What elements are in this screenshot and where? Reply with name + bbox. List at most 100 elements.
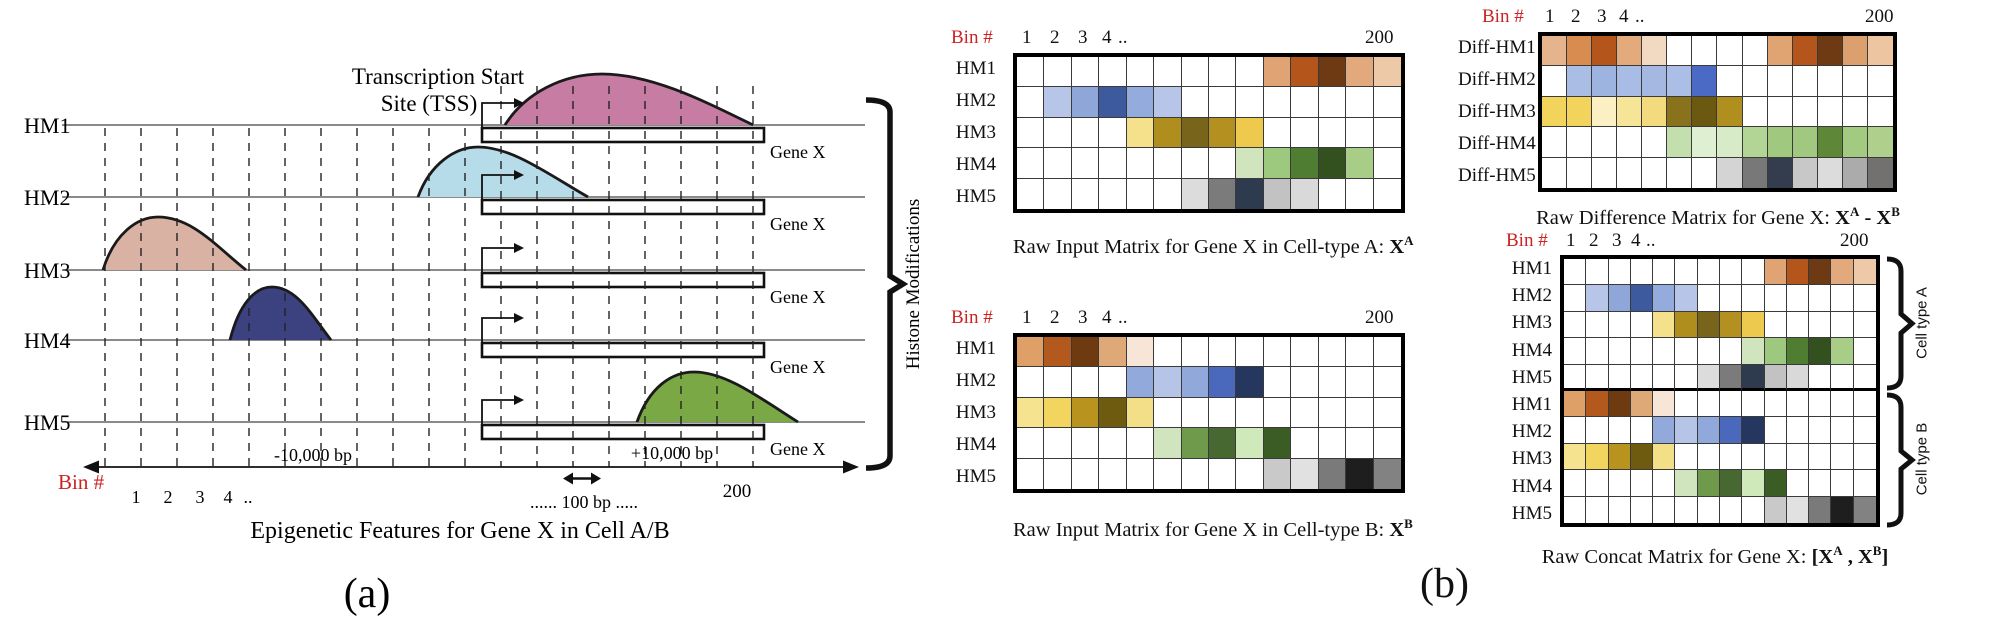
matrix-cell (1717, 36, 1743, 67)
panel-a: HM1 Gene X HM2 Gene X HM3 Gene X HM4 Gene X HM5 G… (24, 64, 924, 617)
caption-part: B (1872, 543, 1882, 558)
matrix-cell (1564, 417, 1587, 444)
matrix-cell (1071, 117, 1100, 149)
matrix-cell (1831, 311, 1854, 339)
matrix-cell (1842, 157, 1868, 188)
matrix-cell (1831, 338, 1854, 365)
matrix-cell (1853, 338, 1876, 365)
matrix-cell (1717, 96, 1743, 128)
matrix-cell (1236, 337, 1264, 368)
tss-arrowhead (514, 98, 524, 108)
matrix-cell (1586, 285, 1609, 312)
matrix-cell (1071, 367, 1100, 398)
hundred-bp-label: ...... 100 bp ..... (530, 492, 638, 512)
matrix-cell (1291, 337, 1319, 368)
matrix-cell (1764, 496, 1787, 523)
hm-row-label: HM4 (24, 328, 70, 353)
matrix-cell (1017, 458, 1045, 489)
bin-label: Bin # (1482, 6, 1524, 27)
matrix-cell (1318, 117, 1347, 149)
bin-col-200: 200 (1840, 230, 1869, 251)
matrix-cell (1291, 397, 1319, 429)
bin-col-200: 200 (1365, 307, 1394, 328)
matrix-cell (1720, 470, 1743, 497)
bin-gridlines (104, 86, 754, 467)
matrix-cell (1209, 428, 1237, 459)
matrix-cell (1126, 178, 1155, 209)
matrix-cell (1867, 157, 1893, 188)
matrix-cell (1564, 364, 1587, 391)
bin-col-200: 200 (1865, 6, 1894, 27)
matrix-cell (1181, 428, 1209, 459)
caption-part: A (1849, 204, 1860, 219)
matrix-cell (1767, 36, 1793, 67)
matrix-cell (1126, 458, 1155, 489)
matrix-cell (1346, 428, 1374, 459)
matrix-cell (1720, 417, 1743, 444)
matrix-cell (1675, 311, 1698, 339)
matrix-cell (1831, 417, 1854, 444)
caption-part: Raw Concat Matrix for Gene X: (1541, 545, 1812, 568)
matrix-a-caption: Raw Input Matrix for Gene X in Cell-type… (1013, 233, 1414, 259)
matrix-cell (1809, 417, 1832, 444)
row-label: HM2 (1511, 285, 1552, 307)
matrix-cell (1675, 390, 1698, 418)
tss-arrows (481, 98, 524, 424)
bin-col-3: 3 (1597, 6, 1607, 27)
matrix-cell (1318, 397, 1347, 429)
cell-type-a-label: Cell type A (1913, 287, 1931, 359)
matrix-cell (1099, 117, 1127, 149)
matrix-cell (1263, 397, 1292, 429)
row-label: HM4 (1511, 475, 1552, 497)
matrix-cell (1236, 367, 1264, 398)
matrix-cell (1586, 417, 1609, 444)
matrix-cell (1842, 66, 1868, 97)
matrix-cell (1675, 470, 1698, 497)
matrix-cell (1742, 157, 1768, 188)
matrix-cell (1764, 470, 1787, 497)
matrix-cell (1630, 496, 1654, 523)
matrix-cell (1017, 87, 1045, 118)
caption-part: X (1835, 206, 1850, 229)
matrix-cell (1126, 397, 1155, 429)
matrix-cell (1209, 57, 1237, 88)
matrix-cell (1346, 458, 1374, 489)
matrix-cell (1567, 127, 1593, 158)
matrix-cell (1236, 87, 1264, 118)
matrix-cell (1071, 87, 1100, 118)
matrix-cell (1542, 157, 1568, 188)
matrix-cell (1236, 148, 1264, 179)
matrix-cell (1867, 127, 1893, 158)
matrix-cell (1867, 96, 1893, 128)
matrix-cell (1608, 259, 1631, 286)
bin-col-dots: .. (1118, 307, 1128, 328)
bin-col-3: 3 (1078, 27, 1088, 48)
matrix-cell (1764, 259, 1787, 286)
caption-part: B (1891, 204, 1900, 219)
matrix-cell (1853, 285, 1876, 312)
matrix-cell (1592, 66, 1618, 97)
bin-col-2: 2 (1571, 6, 1581, 27)
matrix-cell (1373, 57, 1401, 88)
row-label: HM5 (955, 466, 996, 487)
hm-signal-curves (101, 72, 799, 424)
panel-a-caption: Epigenetic Features for Gene X in Cell A… (250, 518, 669, 544)
matrix-cell (1653, 338, 1676, 365)
matrix-cell (1044, 367, 1072, 398)
matrix-cell (1630, 364, 1654, 391)
caption-part: [X (1811, 545, 1834, 568)
matrix-cell (1318, 337, 1347, 368)
matrix-cell (1586, 364, 1609, 391)
matrix-cell (1017, 337, 1045, 368)
matrix-cell (1667, 36, 1693, 67)
bin-number-dots: .. (244, 487, 253, 507)
matrix-cell (1263, 428, 1292, 459)
matrix-cell (1697, 470, 1720, 497)
matrix-cell (1692, 127, 1718, 158)
matrix-cell (1642, 157, 1668, 188)
matrix-cell (1720, 311, 1743, 339)
matrix-cell (1181, 178, 1209, 209)
bin-col-1: 1 (1566, 230, 1576, 251)
matrix-cell (1154, 337, 1182, 368)
matrix-cell (1126, 117, 1155, 149)
